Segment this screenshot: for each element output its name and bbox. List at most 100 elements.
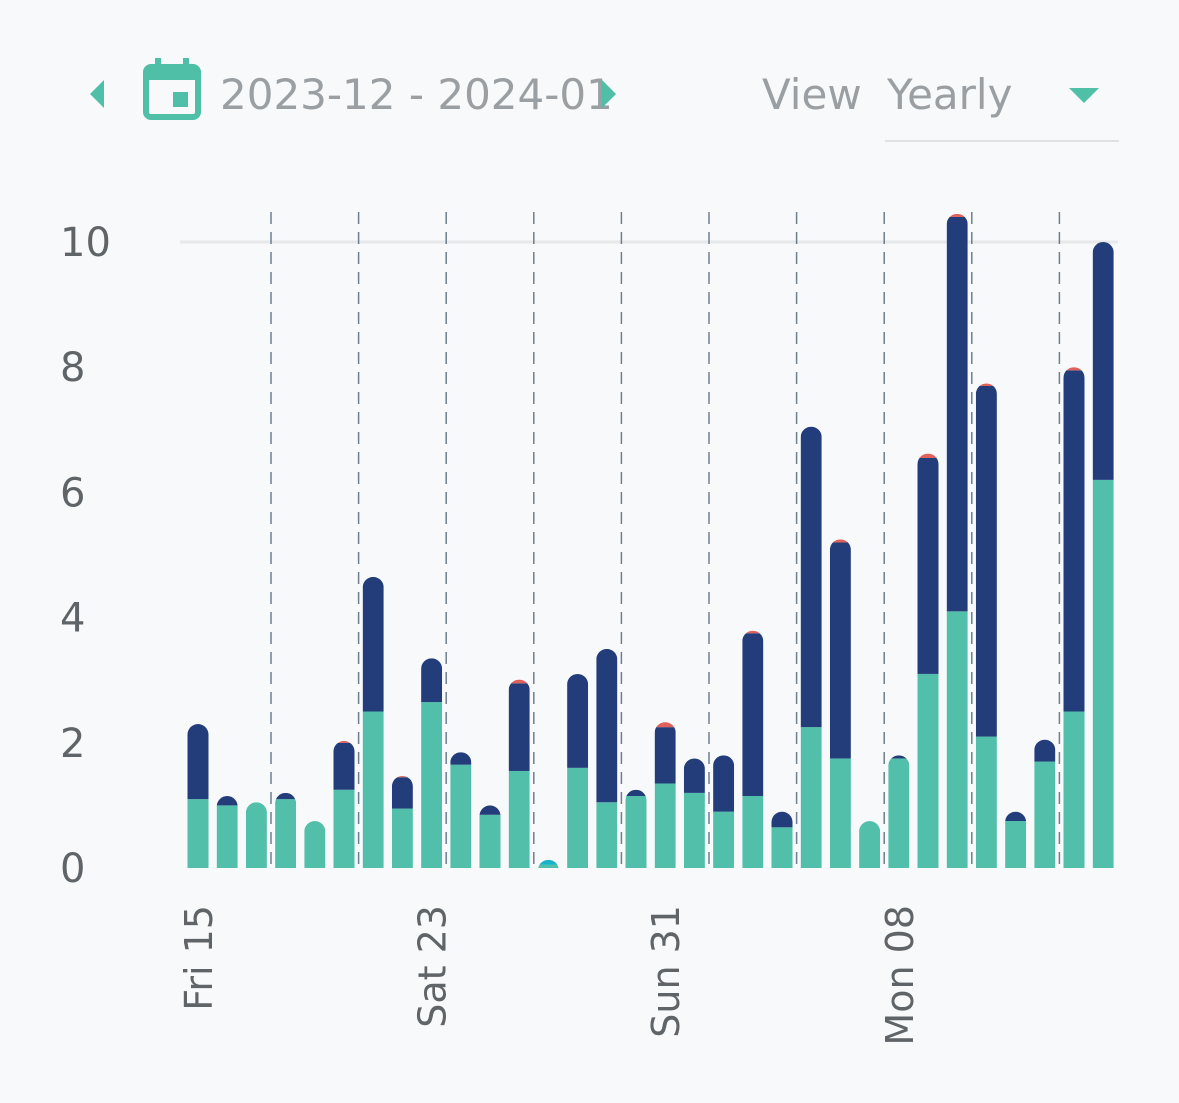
bar[interactable] bbox=[450, 752, 472, 868]
bar-segment-top bbox=[975, 383, 997, 386]
bar[interactable] bbox=[917, 453, 939, 868]
bar[interactable] bbox=[479, 805, 501, 868]
bar[interactable] bbox=[508, 679, 530, 868]
bar[interactable] bbox=[362, 576, 384, 868]
bar-segment-upper bbox=[742, 633, 764, 797]
bar[interactable] bbox=[625, 789, 647, 868]
bar-segment-upper bbox=[1005, 811, 1027, 822]
bar-segment-lower bbox=[508, 770, 530, 868]
bar-segment-top bbox=[654, 722, 676, 728]
bar-segment-top bbox=[508, 679, 530, 684]
bar-segment-lower bbox=[450, 764, 472, 868]
bar[interactable] bbox=[829, 539, 851, 868]
bar-segment-lower bbox=[1063, 711, 1085, 868]
x-tick-label: Fri 15 bbox=[177, 905, 221, 1011]
bar[interactable] bbox=[567, 673, 589, 868]
calendar-icon[interactable] bbox=[143, 58, 201, 120]
bar-segment-upper bbox=[654, 727, 676, 784]
bar[interactable] bbox=[596, 648, 618, 868]
bar[interactable] bbox=[713, 755, 735, 868]
bar-segment-lower bbox=[742, 796, 764, 868]
bar-segment-lower bbox=[245, 802, 267, 868]
bar-segment-lower bbox=[683, 792, 705, 868]
y-tick-label: 6 bbox=[60, 470, 85, 516]
bar-segment-lower bbox=[275, 799, 297, 868]
y-tick-label: 2 bbox=[60, 721, 85, 767]
bar[interactable] bbox=[1005, 811, 1027, 868]
bar-segment-lower bbox=[391, 808, 413, 868]
bar-segment-upper bbox=[421, 658, 443, 703]
bar-segment-upper bbox=[333, 742, 355, 790]
bar[interactable] bbox=[742, 630, 764, 868]
bar[interactable] bbox=[245, 802, 267, 868]
bar-segment-top bbox=[742, 630, 764, 634]
bar[interactable] bbox=[537, 859, 559, 868]
bar-segment-single bbox=[537, 859, 559, 865]
bar-segment-lower bbox=[187, 799, 209, 868]
bar-segment-upper bbox=[683, 758, 705, 793]
date-range-label[interactable]: 2023-12 - 2024-01 bbox=[220, 70, 613, 119]
y-axis: 0 2 4 6 8 10 bbox=[60, 220, 111, 892]
x-axis: Fri 15 Sat 23 Sun 31 Mon 08 bbox=[177, 905, 922, 1046]
chevron-down-icon[interactable] bbox=[1069, 88, 1099, 103]
bar[interactable] bbox=[187, 724, 209, 868]
bar-segment-top bbox=[917, 453, 939, 458]
bar-segment-upper bbox=[362, 576, 384, 712]
bar-segment-lower bbox=[859, 821, 881, 868]
bar-segment-upper bbox=[275, 792, 297, 800]
bars-layer bbox=[187, 213, 1114, 868]
bar-segment-upper bbox=[596, 648, 618, 803]
x-tick-label: Sat 23 bbox=[411, 905, 455, 1028]
bar[interactable] bbox=[1092, 242, 1114, 868]
bar-segment-upper bbox=[216, 796, 238, 806]
bar[interactable] bbox=[1034, 739, 1056, 868]
bar[interactable] bbox=[946, 213, 968, 868]
bar[interactable] bbox=[859, 821, 881, 868]
bar-segment-top bbox=[1063, 367, 1085, 371]
bar-segment-upper bbox=[829, 542, 851, 759]
bar-segment-top bbox=[391, 775, 413, 778]
bar-segment-lower bbox=[567, 767, 589, 868]
bar-segment-lower bbox=[771, 827, 793, 868]
bar-segment-lower bbox=[946, 611, 968, 868]
bar-segment-upper bbox=[187, 724, 209, 800]
bar-segment-lower bbox=[713, 811, 735, 868]
bar[interactable] bbox=[421, 658, 443, 868]
bar-segment-upper bbox=[946, 216, 968, 612]
y-tick-label: 0 bbox=[60, 846, 85, 892]
bar[interactable] bbox=[391, 775, 413, 868]
caret-left-icon[interactable] bbox=[90, 80, 104, 108]
bar[interactable] bbox=[888, 755, 910, 868]
bar-segment-lower bbox=[917, 673, 939, 868]
bar-segment-upper bbox=[888, 755, 910, 759]
bar-segment-lower bbox=[800, 727, 822, 868]
x-tick-label: Sun 31 bbox=[644, 905, 688, 1038]
bar[interactable] bbox=[275, 792, 297, 868]
bar-segment-upper bbox=[771, 811, 793, 828]
bar-segment-top bbox=[333, 740, 355, 743]
bar-segment-upper bbox=[450, 752, 472, 765]
bar[interactable] bbox=[800, 426, 822, 868]
bar[interactable] bbox=[216, 796, 238, 868]
bar-segment-lower bbox=[654, 783, 676, 868]
bar[interactable] bbox=[304, 821, 326, 868]
bar[interactable] bbox=[771, 811, 793, 868]
bar[interactable] bbox=[975, 383, 997, 868]
bar-segment-upper bbox=[713, 755, 735, 812]
bar[interactable] bbox=[683, 758, 705, 868]
bar[interactable] bbox=[654, 722, 676, 868]
bar-segment-lower bbox=[596, 802, 618, 868]
x-tick-label: Mon 08 bbox=[878, 905, 922, 1046]
bar-segment-top bbox=[829, 539, 851, 543]
grid-layer bbox=[180, 212, 1118, 868]
view-select-value: Yearly bbox=[887, 70, 1013, 119]
bar-segment-lower bbox=[888, 758, 910, 868]
caret-right-icon[interactable] bbox=[602, 80, 616, 108]
bar-segment-lower bbox=[975, 736, 997, 868]
y-tick-label: 8 bbox=[60, 345, 85, 391]
bar[interactable] bbox=[1063, 367, 1085, 868]
bar-segment-upper bbox=[479, 805, 501, 815]
view-select[interactable]: Yearly bbox=[885, 62, 1119, 142]
bar[interactable] bbox=[333, 740, 355, 868]
